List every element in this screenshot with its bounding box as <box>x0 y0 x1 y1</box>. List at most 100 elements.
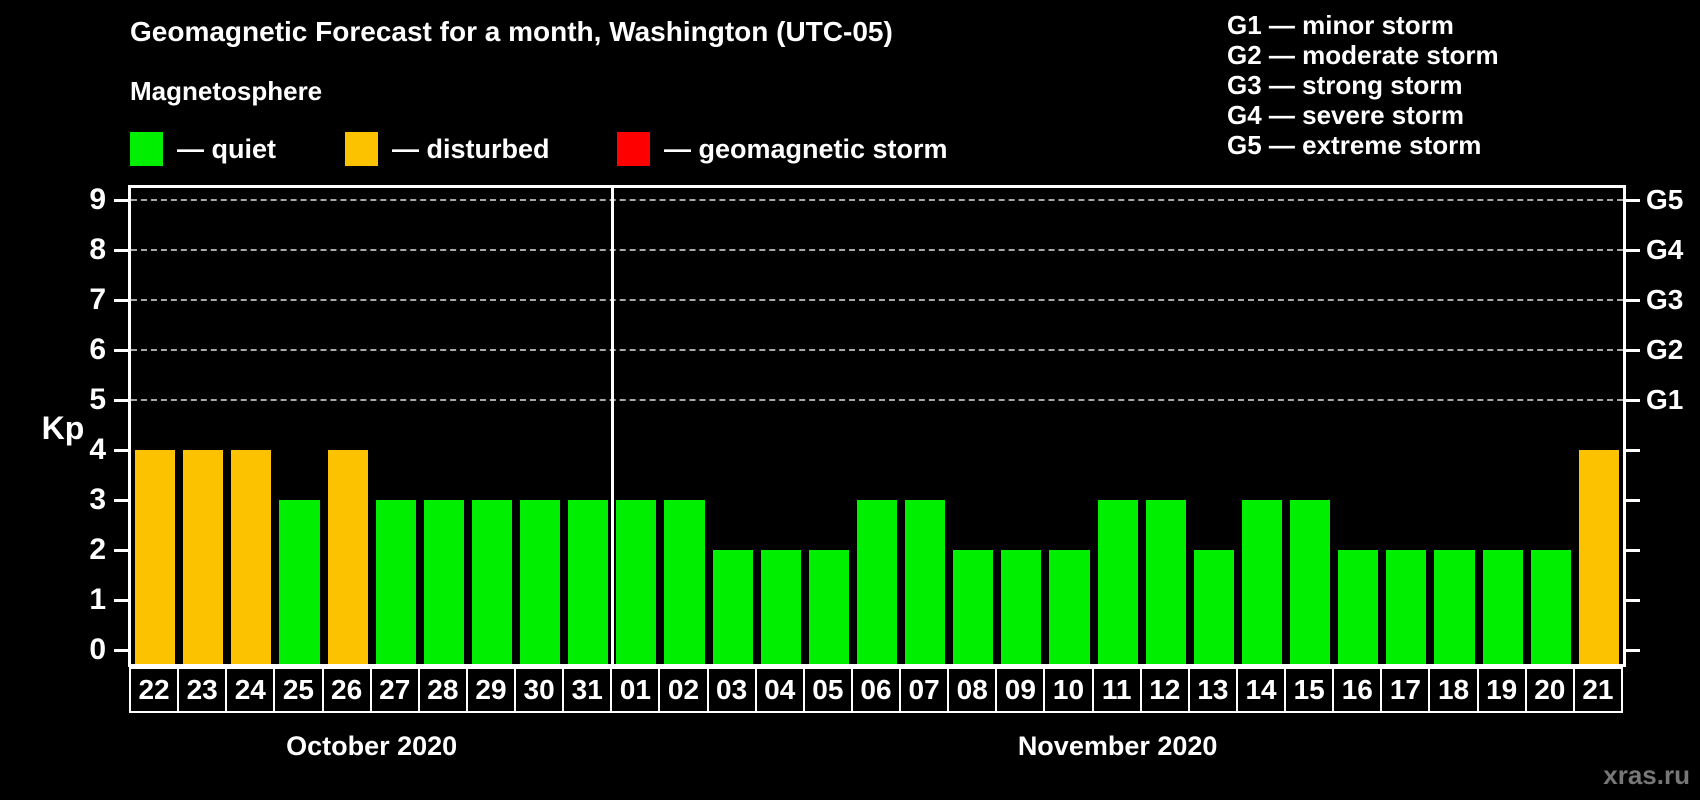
g-axis-label-g5: G5 <box>1646 184 1684 215</box>
kp-bar-day-27 <box>375 500 416 664</box>
y-tick-label-2: 2 <box>89 533 106 566</box>
y-tick-left-0 <box>114 649 128 652</box>
legend-swatch-disturbed <box>345 132 378 166</box>
chart-title: Geomagnetic Forecast for a month, Washin… <box>130 16 893 47</box>
gridline-kp6 <box>131 349 1623 351</box>
kp-bar-day-20 <box>1530 550 1571 664</box>
g5-legend-line: G5 — extreme storm <box>1227 130 1482 160</box>
day-label-cell: 24 <box>225 667 276 713</box>
day-label-cell: 20 <box>1524 667 1575 713</box>
y-tick-right-9 <box>1626 199 1640 202</box>
day-label-cell: 23 <box>177 667 228 713</box>
y-tick-left-4 <box>114 449 128 452</box>
kp-bar-day-11 <box>1097 500 1138 664</box>
g-axis-label-g1: G1 <box>1646 384 1684 415</box>
y-tick-left-7 <box>114 299 128 302</box>
y-tick-right-1 <box>1626 599 1640 602</box>
day-label-cell: 21 <box>1572 667 1623 713</box>
gridline-kp7 <box>131 299 1623 301</box>
kp-bar-day-30 <box>520 500 561 664</box>
kp-bar-day-29 <box>471 500 513 664</box>
plot-area <box>128 185 1626 667</box>
y-tick-label-4: 4 <box>89 433 106 466</box>
day-label-cell: 12 <box>1139 667 1190 713</box>
magnetosphere-label: Magnetosphere <box>130 76 323 106</box>
day-label-cell: 01 <box>610 667 661 713</box>
y-axis-label: Kp <box>41 410 85 446</box>
y-tick-label-9: 9 <box>89 183 106 216</box>
day-label-cell: 18 <box>1428 667 1479 713</box>
y-tick-left-6 <box>114 349 128 352</box>
g-axis-label-g2: G2 <box>1646 334 1684 365</box>
kp-bar-day-07 <box>905 500 946 664</box>
day-label-cell: 30 <box>514 667 565 713</box>
y-tick-left-9 <box>114 199 128 202</box>
y-tick-right-8 <box>1626 249 1640 252</box>
gridline-kp5 <box>131 399 1623 401</box>
kp-bar-day-16 <box>1338 550 1379 664</box>
kp-bar-day-25 <box>279 500 320 664</box>
kp-bar-day-04 <box>760 550 801 664</box>
kp-bar-day-28 <box>423 500 464 664</box>
day-label-cell: 03 <box>706 667 757 713</box>
day-label-cell: 25 <box>273 667 324 713</box>
g-axis-label-g3: G3 <box>1646 284 1684 315</box>
day-label-cell: 22 <box>129 667 180 713</box>
kp-bar-day-21 <box>1578 450 1619 664</box>
legend-label-storm: — geomagnetic storm <box>664 134 948 164</box>
day-label-cell: 16 <box>1332 667 1383 713</box>
legend-label-quiet: — quiet <box>177 134 276 164</box>
gridline-kp8 <box>131 249 1623 251</box>
y-tick-label-8: 8 <box>89 233 106 266</box>
y-tick-left-8 <box>114 249 128 252</box>
month-label-0: October 2020 <box>286 731 458 761</box>
kp-bar-day-31 <box>568 500 609 664</box>
y-tick-label-5: 5 <box>89 383 106 416</box>
g-scale-legend: G1 — minor storm G2 — moderate storm G3 … <box>1227 10 1499 160</box>
legend-swatch-storm <box>617 132 650 166</box>
watermark: xras.ru <box>1603 760 1690 790</box>
y-tick-label-3: 3 <box>89 483 106 516</box>
day-label-cell: 13 <box>1187 667 1238 713</box>
y-tick-label-7: 7 <box>89 283 106 316</box>
kp-bar-day-03 <box>712 550 753 664</box>
day-label-cell: 17 <box>1380 667 1431 713</box>
month-separator <box>610 188 614 664</box>
y-tick-label-0: 0 <box>89 633 106 666</box>
kp-bar-day-08 <box>953 550 994 664</box>
y-tick-label-6: 6 <box>89 333 106 366</box>
kp-bar-day-09 <box>1001 550 1042 664</box>
kp-bar-day-02 <box>664 500 705 664</box>
y-tick-right-7 <box>1626 299 1640 302</box>
g1-legend-line: G1 — minor storm <box>1227 10 1454 40</box>
y-tick-right-6 <box>1626 349 1640 352</box>
legend-swatch-quiet <box>130 132 163 166</box>
day-label-cell: 05 <box>802 667 853 713</box>
kp-bar-day-18 <box>1434 550 1475 664</box>
y-tick-right-5 <box>1626 399 1640 402</box>
kp-bar-day-19 <box>1482 550 1523 664</box>
month-label-1: November 2020 <box>1017 731 1218 761</box>
y-tick-label-1: 1 <box>89 583 106 616</box>
day-label-cell: 10 <box>1043 667 1094 713</box>
day-label-cell: 02 <box>658 667 709 713</box>
gridline-kp9 <box>131 199 1623 201</box>
y-tick-right-2 <box>1626 549 1640 552</box>
day-label-cell: 27 <box>369 667 420 713</box>
day-label-cell: 26 <box>321 667 372 713</box>
kp-bar-day-22 <box>135 450 176 664</box>
kp-bar-day-24 <box>231 450 272 664</box>
legend-label-disturbed: — disturbed <box>392 134 550 164</box>
y-tick-left-5 <box>114 399 128 402</box>
day-label-cell: 11 <box>1091 667 1142 713</box>
kp-bar-day-12 <box>1145 500 1186 664</box>
day-label-cell: 09 <box>995 667 1046 713</box>
g-axis-label-g4: G4 <box>1646 234 1684 265</box>
y-tick-left-2 <box>114 549 128 552</box>
kp-bar-day-13 <box>1193 550 1234 664</box>
kp-bar-day-10 <box>1049 550 1090 664</box>
day-label-cell: 06 <box>850 667 902 713</box>
kp-bar-day-06 <box>856 500 898 664</box>
y-tick-left-3 <box>114 499 128 502</box>
